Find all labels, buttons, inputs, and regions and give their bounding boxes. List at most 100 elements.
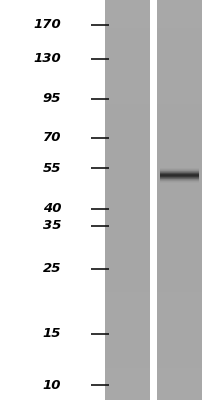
Bar <box>105 392 150 396</box>
Bar <box>157 340 202 344</box>
Bar <box>157 296 202 300</box>
Bar <box>105 24 150 28</box>
Bar <box>105 4 150 8</box>
Bar <box>157 48 202 52</box>
Bar <box>157 104 202 108</box>
Bar <box>105 360 150 364</box>
Bar <box>105 148 150 152</box>
Bar <box>157 260 202 264</box>
Bar <box>157 76 202 80</box>
Bar <box>157 8 202 12</box>
Bar <box>105 320 150 324</box>
Bar <box>157 312 202 316</box>
Bar <box>157 352 202 356</box>
Bar <box>157 228 202 232</box>
Bar <box>157 156 202 160</box>
Bar <box>105 312 150 316</box>
Bar <box>105 80 150 84</box>
Bar <box>105 264 150 268</box>
Bar <box>105 236 150 240</box>
Bar <box>105 356 150 360</box>
Bar <box>105 160 150 164</box>
Bar <box>157 204 202 208</box>
Bar <box>105 128 150 132</box>
Text: 55: 55 <box>43 162 61 175</box>
Bar <box>105 380 150 384</box>
Bar <box>157 84 202 88</box>
Bar <box>157 292 202 296</box>
Bar <box>105 176 150 180</box>
Bar <box>105 196 150 200</box>
Bar <box>105 212 150 216</box>
Bar <box>157 332 202 336</box>
Bar <box>105 340 150 344</box>
Bar <box>157 64 202 68</box>
Bar <box>157 0 202 400</box>
Bar <box>157 392 202 396</box>
Bar <box>105 52 150 56</box>
Bar <box>105 32 150 36</box>
Bar <box>105 116 150 120</box>
Bar <box>157 100 202 104</box>
Bar <box>157 244 202 248</box>
Bar <box>105 108 150 112</box>
Bar <box>157 24 202 28</box>
Bar <box>157 52 202 56</box>
Bar <box>157 36 202 40</box>
Bar <box>105 384 150 388</box>
Bar <box>157 364 202 368</box>
Bar <box>157 256 202 260</box>
Bar <box>157 280 202 284</box>
Bar <box>105 88 150 92</box>
Bar <box>105 216 150 220</box>
Bar <box>105 204 150 208</box>
Bar <box>105 96 150 100</box>
Bar <box>157 28 202 32</box>
Text: 25: 25 <box>43 262 61 275</box>
Bar <box>157 132 202 136</box>
Bar <box>105 232 150 236</box>
Bar <box>157 196 202 200</box>
Bar <box>105 248 150 252</box>
Bar <box>157 136 202 140</box>
Bar <box>105 136 150 140</box>
Bar <box>105 300 150 304</box>
Bar <box>105 92 150 96</box>
Bar <box>157 128 202 132</box>
Bar <box>157 176 202 180</box>
Bar <box>105 64 150 68</box>
Bar <box>157 344 202 348</box>
Text: 15: 15 <box>43 327 61 340</box>
Bar <box>157 180 202 184</box>
Bar <box>157 172 202 176</box>
Bar <box>105 328 150 332</box>
Bar <box>105 28 150 32</box>
Bar <box>105 344 150 348</box>
Bar <box>105 104 150 108</box>
Bar <box>105 20 150 24</box>
Bar <box>105 100 150 104</box>
Bar <box>105 144 150 148</box>
Bar <box>105 260 150 264</box>
Bar <box>157 288 202 292</box>
Bar <box>105 140 150 144</box>
Bar <box>157 56 202 60</box>
Bar <box>105 252 150 256</box>
Bar <box>157 20 202 24</box>
Bar <box>105 120 150 124</box>
Bar <box>157 252 202 256</box>
Bar <box>105 288 150 292</box>
Bar <box>105 364 150 368</box>
Bar <box>157 144 202 148</box>
Bar <box>157 336 202 340</box>
Bar <box>105 308 150 312</box>
Bar <box>157 120 202 124</box>
Bar <box>157 384 202 388</box>
Bar <box>105 180 150 184</box>
Bar <box>105 72 150 76</box>
Bar <box>105 68 150 72</box>
Bar <box>105 276 150 280</box>
Bar <box>105 132 150 136</box>
Bar <box>157 80 202 84</box>
Bar <box>157 124 202 128</box>
